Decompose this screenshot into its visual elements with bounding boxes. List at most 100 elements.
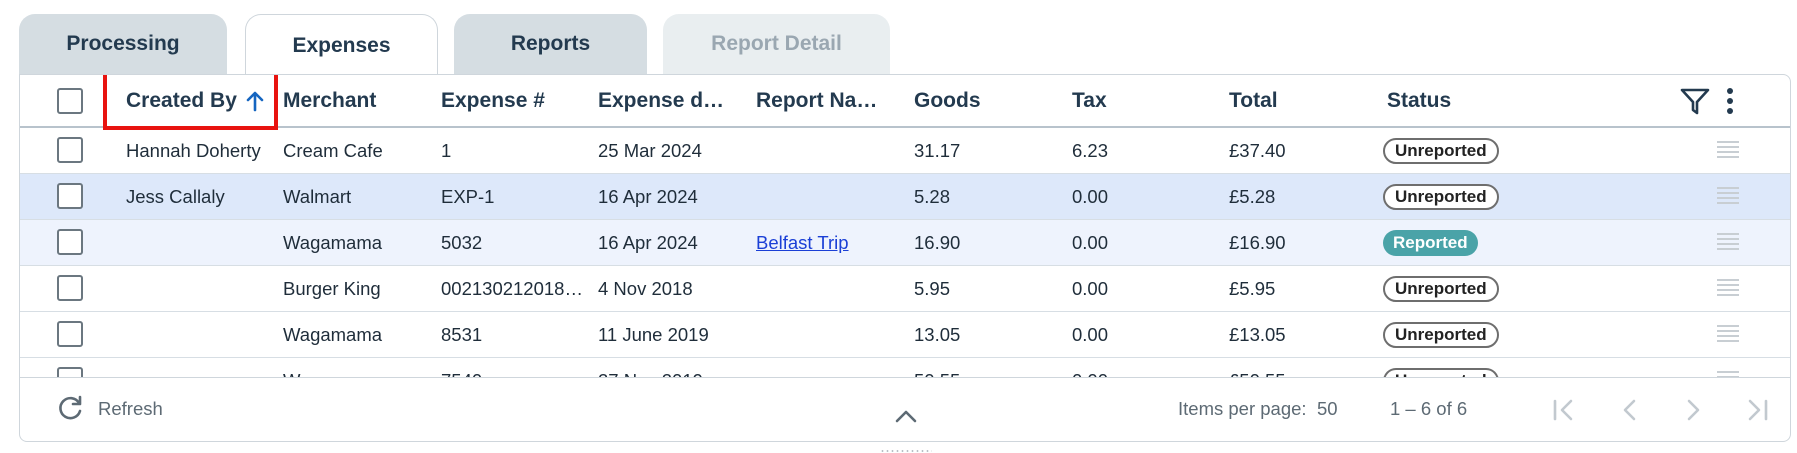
cell-goods: 16.90 [914,220,1054,265]
tab-expenses[interactable]: Expenses [245,14,438,76]
cell-created-by [126,358,276,377]
filter-icon[interactable] [1680,88,1710,116]
more-options-icon[interactable] [1723,86,1737,116]
cell-report-name [756,358,906,377]
column-header-tax[interactable]: Tax [1072,88,1107,112]
cell-text: 0.00 [1072,185,1109,207]
cell-text: £5.28 [1229,185,1276,207]
report-link[interactable]: Belfast Trip [756,231,849,253]
column-header-status[interactable]: Status [1387,88,1452,112]
cell-text: Jess Callaly [126,185,225,207]
column-header-report-name[interactable]: Report Na… [756,88,878,112]
cell-expense-date: 16 Apr 2024 [598,174,748,219]
status-badge: Unreported [1383,367,1499,377]
table-row[interactable]: Burger King 002130212018… 4 Nov 2018 5.95 0.… [20,266,1790,312]
cell-text: 25 Mar 2024 [598,139,702,161]
row-details-icon[interactable] [1717,371,1739,377]
cell-tax: 0.00 [1072,266,1212,311]
tab-reports[interactable]: Reports [454,14,647,74]
status-badge: Reported [1383,229,1478,256]
previous-page-button[interactable] [1610,390,1650,430]
column-header-total[interactable]: Total [1229,88,1278,112]
column-header-expense-date[interactable]: Expense d… [598,88,725,112]
cell-text: Burger King [283,277,381,299]
cell-merchant: Wagamama [283,312,433,357]
refresh-icon [59,395,82,420]
row-checkbox[interactable] [57,275,83,301]
refresh-label: Refresh [98,398,163,419]
cell-merchant: Walmart [283,174,433,219]
tab-processing[interactable]: Processing [19,14,227,74]
row-details-icon[interactable] [1717,279,1739,297]
row-details-icon[interactable] [1717,325,1739,343]
table-row[interactable]: Wagamama 5032 16 Apr 2024 Belfast Trip 16.90… [20,220,1790,266]
cell-report-name [756,266,906,311]
cell-text: £50.55 [1229,370,1286,378]
row-checkbox[interactable] [57,367,83,377]
cell-text: 0.00 [1072,231,1109,253]
cell-text: Walmart [283,185,352,207]
cell-expense-no: 5032 [441,220,591,265]
column-header-expense-number[interactable]: Expense # [441,88,545,112]
cell-total: £5.28 [1229,174,1369,219]
cell-tax: 0.00 [1072,312,1212,357]
cell-text: 16.90 [914,231,961,253]
table-row[interactable]: Hannah Doherty Cream Cafe 1 25 Mar 2024 31.1… [20,128,1790,174]
cell-text: £37.40 [1229,139,1286,161]
table-row[interactable]: Wagamama 8531 11 June 2019 13.05 0.00 £13.05 U… [20,312,1790,358]
cell-total: £37.40 [1229,128,1369,173]
cell-created-by: Jess Callaly [126,174,276,219]
cell-expense-no: 7540 [441,358,591,378]
row-details-icon[interactable] [1717,187,1739,205]
first-page-button[interactable] [1545,390,1585,430]
items-per-page-label: Items per page: [1178,398,1307,419]
cell-text: 27 Nov 2019 [598,370,703,378]
row-checkbox[interactable] [57,183,83,209]
cell-text: 16 Apr 2024 [598,231,698,253]
cell-text: Hannah Doherty [126,139,261,161]
cell-text: £5.95 [1229,277,1276,299]
row-details-icon[interactable] [1717,141,1739,159]
items-per-page-select[interactable]: 50 [1317,398,1338,419]
next-page-button[interactable] [1673,390,1713,430]
cell-report-name [756,312,906,357]
refresh-button[interactable]: Refresh [56,394,163,424]
table-row[interactable]: Wagamama 7540 27 Nov 2019 50.55 0.00 £50.55 Un… [20,358,1790,378]
cell-tax: 0.00 [1072,220,1212,265]
last-page-icon [1748,399,1768,421]
chevron-up-icon[interactable] [894,408,918,424]
cell-report-name [756,128,906,173]
cell-expense-date: 16 Apr 2024 [598,220,748,265]
row-details-icon[interactable] [1717,233,1739,251]
select-all-checkbox[interactable] [57,88,83,114]
row-checkbox[interactable] [57,229,83,255]
column-header-merchant[interactable]: Merchant [283,88,377,112]
cell-expense-no: EXP-1 [441,174,591,219]
table-row[interactable]: Jess Callaly Walmart EXP-1 16 Apr 2024 5.28 0… [20,174,1790,220]
cell-expense-date: 27 Nov 2019 [598,358,748,378]
resize-handle[interactable] [880,449,932,453]
status-badge: Unreported [1383,321,1499,348]
cell-total: £16.90 [1229,220,1369,265]
cell-goods: 5.28 [914,174,1054,219]
cell-report-name [756,174,906,219]
column-header-created-by[interactable]: Created By [126,75,276,126]
row-checkbox[interactable] [57,321,83,347]
cell-expense-no: 1 [441,128,591,173]
cell-status: Unreported [1383,128,1543,173]
cell-text: 50.55 [914,370,960,378]
cell-report-name[interactable]: Belfast Trip [756,220,906,265]
cell-merchant: Wagamama [283,358,433,378]
last-page-button[interactable] [1736,390,1776,430]
cell-text: 8531 [441,323,483,345]
cell-status: Unreported [1383,266,1543,311]
expenses-table: Created By Merchant Expense # Expense d…… [20,75,1790,378]
cell-created-by [126,220,276,265]
cell-text: 6.23 [1072,139,1109,161]
cell-text: 0.00 [1072,323,1109,345]
cell-goods: 13.05 [914,312,1054,357]
row-checkbox[interactable] [57,137,83,163]
cell-status: Reported [1383,220,1543,265]
column-header-goods[interactable]: Goods [914,88,981,112]
tab-report-detail: Report Detail [663,14,890,74]
